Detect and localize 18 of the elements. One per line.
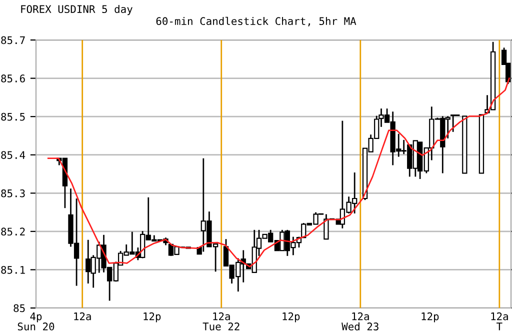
x-tick-label: 12a T [491,312,508,330]
x-tick-label: 12p [422,312,439,322]
y-tick-label: 85 [14,304,25,312]
y-tick-label: 85.1 [1,266,25,274]
x-tick-label: 12p [144,312,161,322]
y-tick-label: 85.7 [1,36,25,44]
y-tick-label: 85.2 [1,228,25,236]
x-tick-label: 12a Tue 22 [202,312,240,330]
y-tick-label: 85.4 [1,151,26,159]
x-tick-label: 12p [282,312,300,322]
x-tick-label: 12a [74,312,91,320]
x-tick-label: 12a Wed 23 [342,312,378,330]
chart-title: FOREX USDINR 5 day [21,4,132,16]
y-tick-label: 85.3 [1,189,25,198]
chart-subtitle: 60-min Candlestick Chart, 5hr MA [156,16,356,26]
y-tick-label: 85.6 [1,74,25,82]
y-tick-label: 85.5 [1,112,25,121]
x-tick-label: 4p Sun 20 [18,312,54,330]
